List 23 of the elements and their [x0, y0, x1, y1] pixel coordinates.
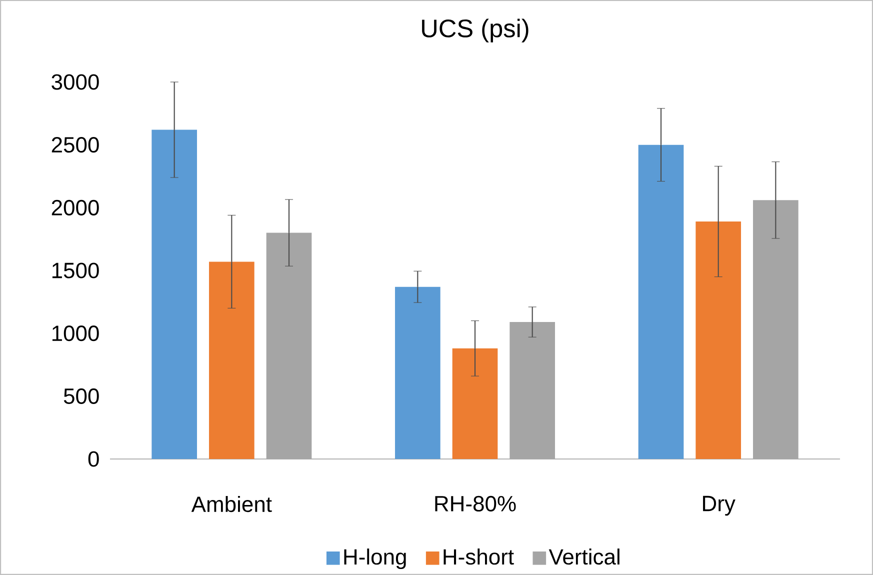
x-tick-label: Dry	[703, 496, 736, 516]
y-tick-label: 1500	[52, 262, 99, 278]
x-tick-label: Ambient	[191, 496, 272, 512]
bar	[209, 262, 254, 459]
y-tick-label: 3000	[52, 74, 99, 90]
legend-label: Vertical	[548, 548, 620, 565]
bar	[395, 286, 440, 459]
legend-label: H-short	[444, 548, 514, 565]
bar	[510, 322, 556, 459]
legend-label: H-long	[344, 548, 406, 570]
bar	[753, 200, 798, 459]
chart-title: UCS (psi)	[422, 18, 528, 42]
bar	[266, 232, 312, 459]
y-tick-label: 500	[64, 388, 99, 404]
y-tick-label: 0	[88, 451, 99, 467]
bar	[152, 130, 198, 459]
y-tick-label: 1000	[52, 326, 99, 342]
bar	[638, 144, 684, 459]
y-tick-label: 2500	[52, 137, 99, 153]
bar	[696, 221, 742, 459]
x-tick-label: RH-80%	[435, 496, 516, 512]
bar	[452, 348, 498, 459]
y-tick-label: 2000	[52, 200, 99, 216]
